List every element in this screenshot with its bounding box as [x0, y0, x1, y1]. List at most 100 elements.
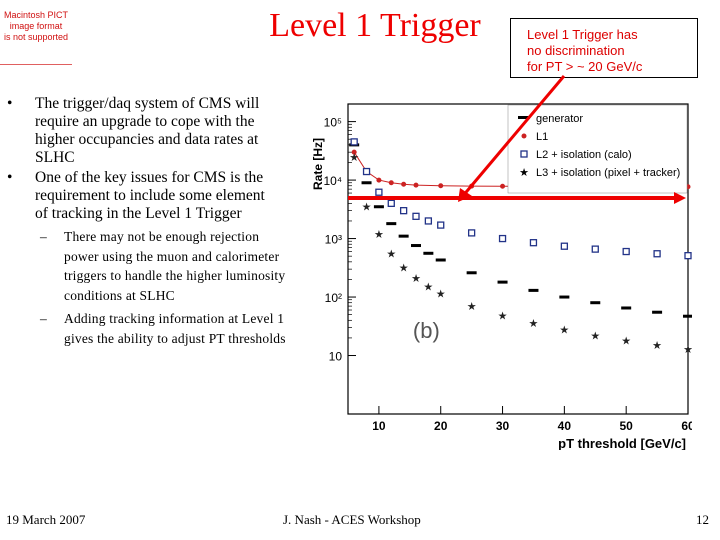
- bullet-marker: •: [7, 95, 13, 112]
- footer-event: J. Nash - ACES Workshop: [283, 512, 421, 527]
- legend-entry: generator: [536, 113, 583, 125]
- data-point: [399, 207, 408, 215]
- data-point: [652, 310, 663, 314]
- notice-line-3: is not supported: [3, 32, 69, 42]
- callout-line-2: no discrimination: [527, 43, 625, 58]
- data-point: [684, 252, 692, 260]
- sub-bullet-marker: –: [40, 311, 47, 326]
- y-tick-label: 10³: [325, 233, 342, 247]
- x-tick-label: 50: [620, 419, 634, 433]
- data-point: [424, 217, 433, 225]
- data-point: [622, 247, 630, 256]
- legend-marker: [520, 150, 528, 158]
- sub-bullet-marker: –: [40, 229, 47, 244]
- data-point: [362, 167, 371, 176]
- sub-bullet-text: There may not be enough rejection power …: [64, 229, 286, 303]
- data-point: ★: [467, 301, 477, 313]
- data-point: [469, 183, 475, 189]
- bullet-list: • The trigger/daq system of CMS will req…: [6, 95, 296, 348]
- data-point: [376, 177, 382, 183]
- data-point: ★: [374, 229, 384, 241]
- data-point: [401, 181, 407, 187]
- data-point: [591, 245, 599, 253]
- divider: [0, 64, 72, 65]
- data-point: [387, 199, 395, 208]
- data-point: [560, 242, 569, 250]
- data-point: [373, 205, 384, 209]
- y-axis-label: Rate [Hz]: [311, 138, 325, 190]
- unsupported-image-notice: Macintosh PICT image format is not suppo…: [0, 10, 72, 43]
- data-point: ★: [559, 324, 569, 336]
- y-tick-label: 10²: [325, 291, 342, 305]
- data-point: [437, 221, 445, 229]
- data-point: [498, 234, 507, 243]
- x-axis-label: pT threshold [GeV/c]: [558, 436, 686, 450]
- data-point: [653, 250, 661, 258]
- y-tick-label: 10⁵: [324, 116, 342, 130]
- bullet-text: The trigger/daq system of CMS will requi…: [35, 95, 260, 166]
- data-point: [467, 229, 476, 237]
- data-point: [683, 314, 692, 318]
- data-point: ★: [411, 273, 421, 285]
- callout-box: Level 1 Trigger has no discrimination fo…: [510, 18, 698, 78]
- data-point: [375, 188, 383, 196]
- data-point: [435, 258, 446, 262]
- data-point: [413, 182, 419, 188]
- data-point: [388, 180, 394, 186]
- x-tick-label: 10: [372, 419, 386, 433]
- data-point: [466, 271, 477, 275]
- y-tick-label: 10: [329, 350, 343, 364]
- bullet-item: • The trigger/daq system of CMS will req…: [6, 95, 296, 167]
- callout-line-3: for PT > ~ 20 GeV/c: [527, 59, 643, 74]
- data-point: [500, 183, 506, 189]
- data-point: [529, 239, 538, 247]
- data-point: ★: [590, 330, 600, 342]
- data-point: ★: [423, 282, 433, 294]
- data-point: ★: [529, 318, 539, 330]
- legend-marker: [518, 116, 530, 119]
- data-point: ★: [683, 344, 692, 356]
- series-2: [350, 138, 692, 260]
- data-point: [412, 212, 420, 220]
- data-point: [438, 183, 444, 189]
- y-tick-label: 10⁴: [323, 174, 342, 188]
- data-point: [590, 301, 601, 305]
- data-point: ★: [498, 311, 508, 323]
- data-point: [423, 251, 434, 255]
- rate-chart: 10 10² 10³ 10⁴ 10⁵ 10 20 30 40 50 60 pT threshold […: [311, 103, 692, 450]
- chart-legend: generator L1 L2 + isolation (calo) ★ L3 + is…: [507, 104, 688, 194]
- legend-entry: L3 + isolation (pixel + tracker): [536, 167, 680, 179]
- sub-bullet-item: – There may not be enough rejection powe…: [40, 227, 296, 305]
- data-point: ★: [386, 249, 396, 261]
- x-tick-label: 20: [434, 419, 448, 433]
- data-point: [411, 244, 421, 248]
- bullet-marker: •: [7, 169, 13, 186]
- sub-bullet-item: – Adding tracking information at Level 1…: [40, 309, 296, 348]
- data-point: [621, 306, 632, 310]
- data-point: ★: [362, 202, 372, 214]
- data-point: [559, 295, 570, 299]
- x-tick-label: 30: [496, 419, 510, 433]
- data-point: ★: [652, 340, 662, 352]
- legend-marker: [521, 133, 527, 139]
- data-point: ★: [399, 263, 409, 275]
- data-point: [398, 234, 409, 238]
- legend-marker: ★: [519, 167, 529, 179]
- data-point: [350, 138, 358, 146]
- x-tick-label: 60: [681, 419, 692, 433]
- legend-entry: L1: [536, 131, 548, 143]
- notice-line-2: image format: [9, 21, 63, 31]
- data-point: [497, 280, 508, 284]
- data-point: [528, 288, 539, 292]
- data-point: [386, 222, 397, 226]
- bullet-text: One of the key issues for CMS is the req…: [35, 169, 265, 222]
- callout-line-1: Level 1 Trigger has: [527, 27, 638, 42]
- slide-title: Level 1 Trigger: [269, 7, 481, 44]
- bullet-item: • One of the key issues for CMS is the r…: [6, 169, 296, 223]
- sub-bullet-text: Adding tracking information at Level 1 g…: [64, 311, 286, 346]
- data-point: ★: [349, 152, 359, 164]
- data-point: ★: [621, 336, 631, 348]
- data-point: ★: [436, 288, 446, 300]
- page-number: 12: [696, 512, 709, 527]
- footer-date: 19 March 2007: [6, 512, 86, 527]
